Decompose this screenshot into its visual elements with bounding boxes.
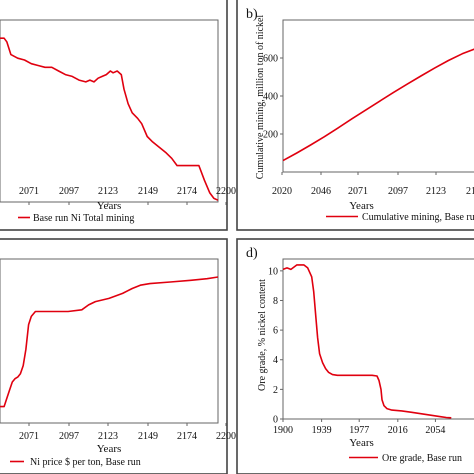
y-axis-label: Cumulative mining, million ton of nickel xyxy=(255,15,266,180)
y-tick-label: 2 xyxy=(273,385,278,396)
panel-d: 1900 1939 1977 2016 2054 0 2 4 6 8 10 Years Ore grad… xyxy=(236,238,474,474)
x-tick-label: 2123 xyxy=(98,431,118,442)
y-tick-label: 4 xyxy=(273,355,278,366)
x-tick-label: 2097 xyxy=(59,186,79,197)
x-axis-label: Years xyxy=(97,200,122,212)
plot-area xyxy=(282,19,474,173)
series-line xyxy=(283,48,474,162)
legend-label: Base run Ni Total mining xyxy=(33,213,134,224)
x-tick-label: 2123 xyxy=(98,186,118,197)
legend-label: Cumulative mining, Base run xyxy=(362,212,474,223)
y-tick-label: 0 xyxy=(273,415,278,426)
x-tick-label: 2071 xyxy=(19,431,39,442)
x-tick-label: 2149 xyxy=(138,431,158,442)
x-tick-label: 2149 xyxy=(138,186,158,197)
legend-label: Ni price $ per ton, Base run xyxy=(30,457,141,468)
series-line xyxy=(283,264,452,419)
y-tick-label: 200 xyxy=(263,130,278,141)
x-axis-label: Years xyxy=(349,437,374,449)
panel-frame xyxy=(236,0,474,231)
x-axis-label: Years xyxy=(349,200,374,212)
x-tick-label: 2200 xyxy=(216,431,236,442)
x-tick-label: 2016 xyxy=(388,425,408,436)
panel-frame xyxy=(236,238,474,474)
plot-area xyxy=(282,258,474,420)
x-tick-label: 2071 xyxy=(19,186,39,197)
x-axis-label: Years xyxy=(97,443,122,455)
y-tick-label: 600 xyxy=(263,54,278,65)
x-tick-label: 2149 xyxy=(466,186,474,197)
x-tick-label: 2020 xyxy=(272,186,292,197)
panel-frame xyxy=(0,238,228,474)
x-tick-label: 2123 xyxy=(426,186,446,197)
y-tick-label: 10 xyxy=(268,266,278,277)
plot-area xyxy=(0,19,219,203)
legend-label: Ore grade, Base run xyxy=(382,453,462,464)
series-line xyxy=(0,276,218,408)
x-tick-label: 1939 xyxy=(312,425,332,436)
x-tick-label: 2054 xyxy=(425,425,445,436)
panel-frame xyxy=(0,0,228,231)
x-tick-label: 2174 xyxy=(177,431,197,442)
x-tick-label: 1900 xyxy=(273,425,293,436)
y-tick-label: 8 xyxy=(273,296,278,307)
panel-b: 202020462071209721232149200400600YearsCu… xyxy=(236,0,474,231)
x-tick-label: 2046 xyxy=(311,186,331,197)
panel-label: b) xyxy=(246,7,258,22)
y-tick-label: 6 xyxy=(273,326,278,337)
y-axis-label: Ore grade, % nickel content xyxy=(257,279,268,391)
plot-area xyxy=(0,258,219,424)
panel-c: 2071 2097 2123 2149 2174 2200 Years Ni price $ … xyxy=(0,238,236,474)
x-tick-label: 2097 xyxy=(388,186,408,197)
y-tick-label: 400 xyxy=(263,92,278,103)
x-tick-label: 1977 xyxy=(349,425,369,436)
x-tick-label: 2174 xyxy=(177,186,197,197)
x-tick-label: 2071 xyxy=(348,186,368,197)
x-tick-label: 2097 xyxy=(59,431,79,442)
panel-label: d) xyxy=(246,246,258,261)
series-line xyxy=(0,37,218,201)
x-tick-label: 2200 xyxy=(216,186,236,197)
